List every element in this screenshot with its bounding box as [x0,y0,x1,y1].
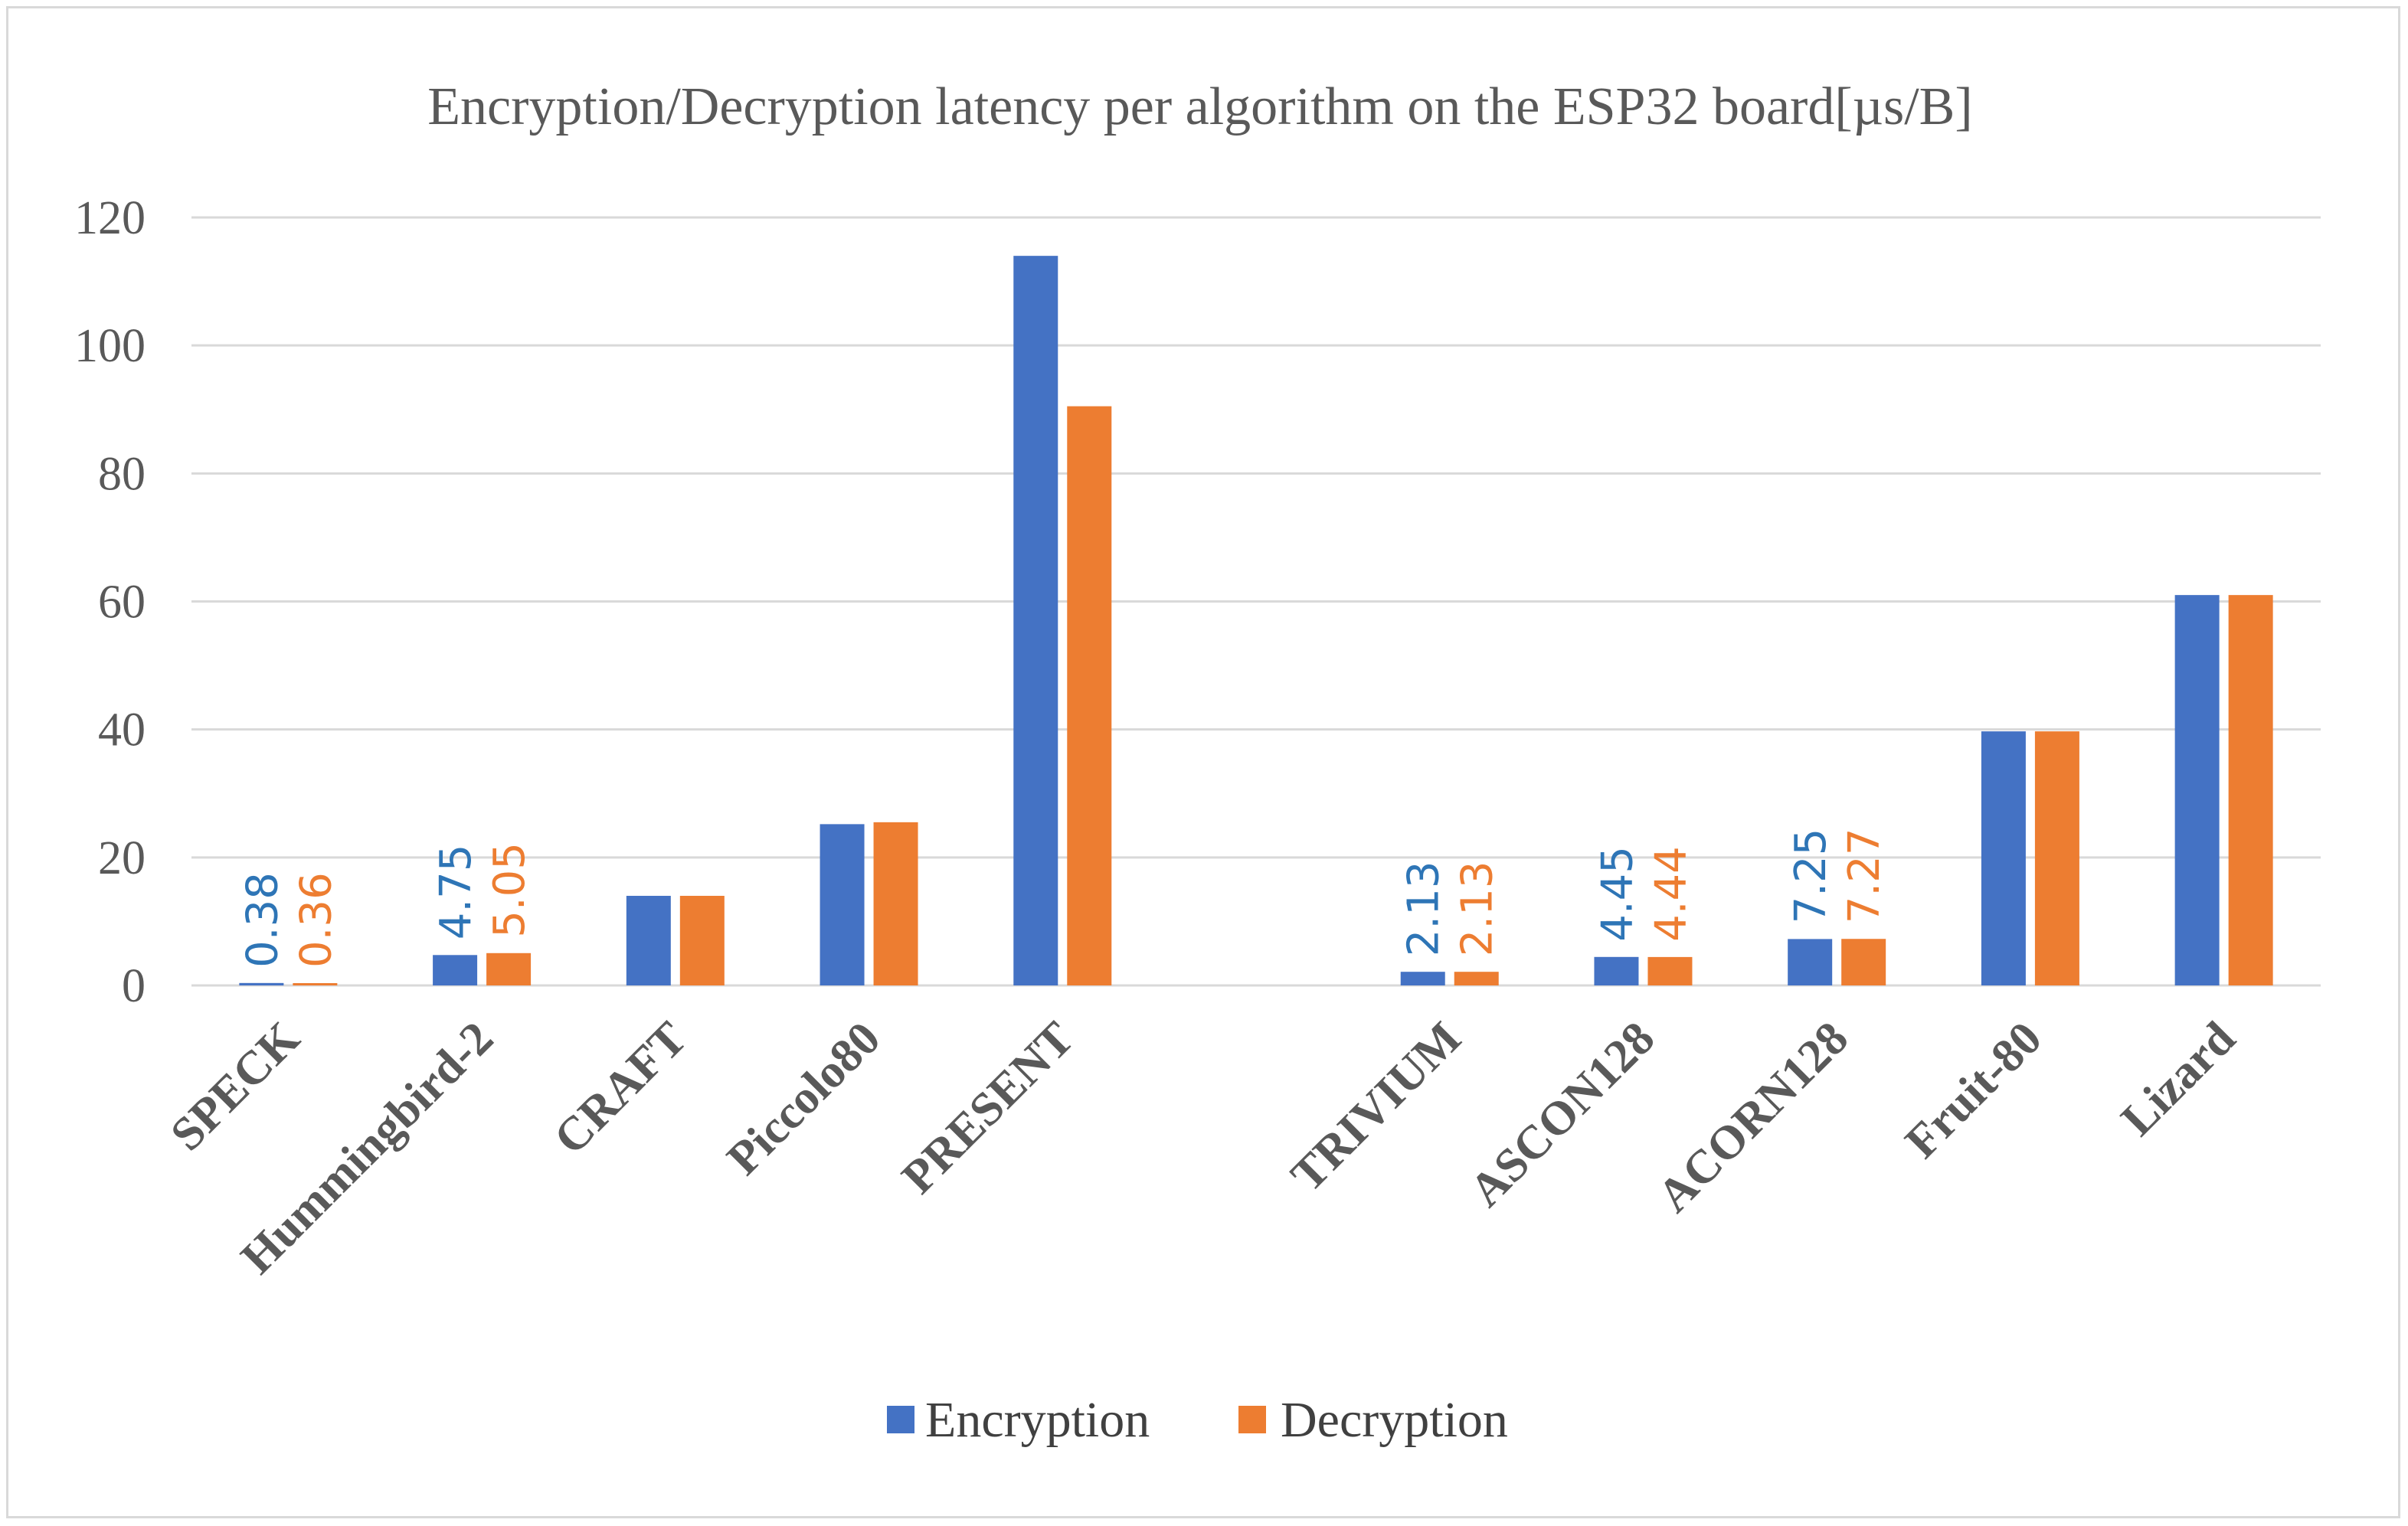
data-label: 4.44 [1646,846,1696,942]
y-tick-label: 80 [98,448,146,500]
bar-encryption-hummingbird-2 [433,955,478,985]
y-tick-label: 60 [98,577,146,629]
bar-decryption-fruit-80 [2034,731,2079,985]
legend-label-encryption: Encryption [925,1392,1150,1448]
bar-decryption-present [1067,406,1112,985]
gridlines [191,216,2321,987]
bar-encryption-present [1013,256,1058,985]
x-category-label: CRAFT [545,1012,697,1165]
bar-decryption-hummingbird-2 [486,953,532,985]
bar-encryption-ascon128 [1594,956,1639,985]
legend-swatch-encryption [887,1406,914,1433]
x-category-label: Lizard [2112,1012,2246,1146]
bar-encryption-lizard [2174,595,2220,985]
data-label: 2.13 [1399,861,1449,957]
data-label: 0.38 [237,872,287,968]
x-category-label: SPECK [161,1012,309,1161]
y-tick-label: 20 [98,832,146,884]
data-label: 5.05 [485,842,535,938]
x-category-label: ASCON128 [1460,1012,1664,1217]
legend-label-decryption: Decryption [1281,1392,1508,1448]
data-label: 7.27 [1840,828,1889,924]
bar-decryption-speck [293,982,338,985]
bar-encryption-acorn128 [1788,939,1833,985]
bar-encryption-piccolo80 [820,824,865,985]
data-label: 0.36 [291,872,341,968]
bar-encryption-trivium [1400,972,1445,985]
x-category-label: Fruit-80 [1896,1012,2052,1168]
bar-encryption-speck [239,982,284,985]
bar-decryption-ascon128 [1647,956,1693,985]
x-category-label: ACORN128 [1647,1012,1858,1223]
x-category-label: PRESENT [892,1012,1084,1204]
bar-decryption-acorn128 [1841,939,1886,985]
bar-decryption-trivium [1454,972,1499,985]
data-labels: 0.38 0.36 4.75 5.05 2.13 2.13 4.45 4.44 7.25 7.27 [237,828,1889,968]
y-tick-label: 100 [74,320,146,372]
legend-swatch-decryption [1238,1406,1266,1433]
y-tick-label: 0 [122,960,146,1012]
y-tick-label: 120 [74,192,146,244]
y-axis-ticks: 0 20 40 60 80 100 120 [74,192,146,1012]
bar-encryption-fruit-80 [1981,731,2026,985]
data-label: 4.75 [431,845,481,940]
data-label: 4.45 [1592,846,1642,942]
bar-decryption-craft [679,895,725,985]
bar-decryption-lizard [2228,595,2273,985]
legend: Encryption Decryption [887,1392,1508,1448]
x-category-label: Piccolo80 [718,1012,891,1185]
data-label: 7.25 [1786,828,1836,924]
bar-decryption-piccolo80 [873,822,918,985]
y-tick-label: 40 [98,704,146,756]
bar-encryption-craft [626,895,671,985]
bars [239,256,2273,985]
x-category-label: TRIVIUM [1281,1012,1471,1202]
chart-title: Encryption/Decryption latency per algori… [427,77,1972,136]
data-label: 2.13 [1453,861,1503,957]
